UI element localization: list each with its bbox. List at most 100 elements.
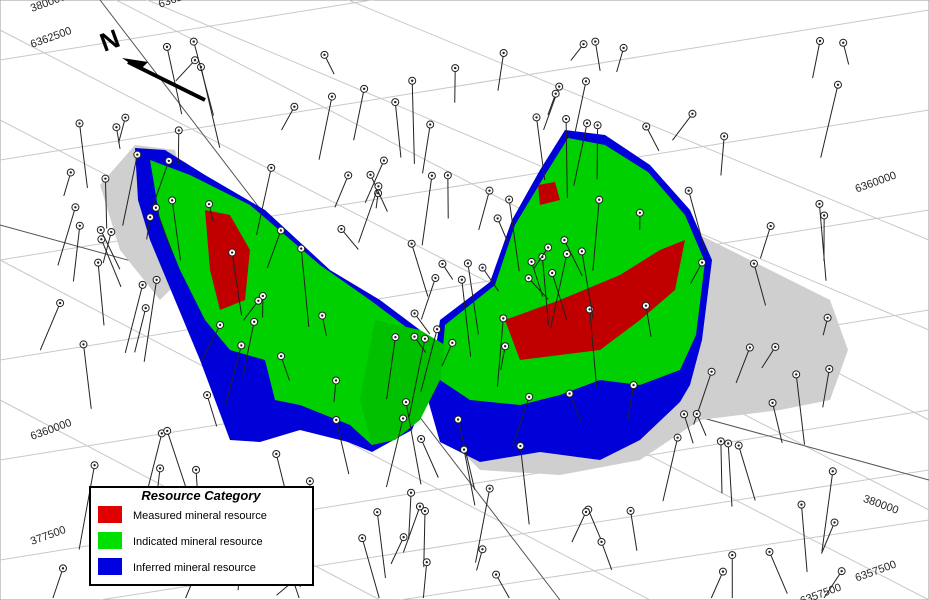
drill-collar-dot xyxy=(818,202,821,206)
drill-collar-dot xyxy=(279,229,283,232)
drill-trace xyxy=(441,342,453,367)
drill-trace xyxy=(361,537,380,599)
drill-collar-dot xyxy=(558,85,561,88)
drill-trace xyxy=(166,46,183,115)
drill-trace xyxy=(457,419,476,490)
drill-trace xyxy=(411,243,429,297)
drill-collar-dot xyxy=(194,468,198,472)
drill-trace xyxy=(683,414,694,444)
drill-collar-dot xyxy=(361,536,364,540)
drill-collar-dot xyxy=(193,58,197,62)
drill-collar-dot xyxy=(257,299,260,302)
drill-trace xyxy=(364,160,385,204)
drill-trace xyxy=(512,396,530,447)
drill-trace xyxy=(495,574,510,599)
drill-trace xyxy=(358,186,379,243)
drill-collar-dot xyxy=(682,413,686,416)
drill-collar-dot xyxy=(96,261,100,264)
drill-trace xyxy=(616,47,625,73)
drill-collar-dot xyxy=(293,105,296,108)
drill-collar-dot xyxy=(645,125,648,128)
drill-collar-dot xyxy=(410,242,413,245)
drill-trace xyxy=(414,313,431,335)
drill-trace xyxy=(541,256,549,326)
drill-collar-dot xyxy=(69,171,72,174)
drill-collar-dot xyxy=(454,66,457,70)
drill-trace xyxy=(497,218,510,245)
drill-collar-dot xyxy=(177,129,180,132)
drill-trace xyxy=(423,511,426,568)
drill-collar-dot xyxy=(700,261,704,264)
drill-collar-dot xyxy=(167,159,171,163)
drill-collar-dot xyxy=(362,87,366,91)
drill-trace xyxy=(727,443,733,507)
legend-swatch xyxy=(98,532,122,549)
drill-trace xyxy=(370,174,388,212)
drill-trace xyxy=(206,394,218,427)
drill-collar-dot xyxy=(594,40,597,43)
drill-trace xyxy=(761,346,776,369)
drill-collar-dot xyxy=(632,383,635,387)
drill-collar-dot xyxy=(334,379,338,382)
drill-collar-dot xyxy=(148,215,152,219)
drill-collar-dot xyxy=(585,122,589,125)
drill-collar-dot xyxy=(818,39,822,43)
drill-trace xyxy=(225,345,242,404)
legend: Resource Category Measured mineral resou… xyxy=(89,486,314,586)
drill-collar-dot xyxy=(99,228,102,232)
drill-collar-dot xyxy=(768,550,771,554)
drill-collar-dot xyxy=(166,429,169,433)
drill-trace xyxy=(478,190,490,230)
drill-trace xyxy=(772,402,783,444)
drill-collar-dot xyxy=(527,277,530,280)
drill-trace xyxy=(720,136,725,176)
drill-trace xyxy=(536,117,546,181)
drill-collar-dot xyxy=(428,123,432,126)
drill-collar-dot xyxy=(404,400,408,404)
drill-trace xyxy=(118,117,126,144)
drill-trace xyxy=(408,338,426,417)
drill-trace xyxy=(822,368,830,408)
drill-collar-dot xyxy=(564,117,568,121)
drill-trace xyxy=(500,346,506,371)
drill-collar-dot xyxy=(600,540,603,544)
drill-trace xyxy=(630,510,638,551)
drill-collar-dot xyxy=(430,174,434,177)
drill-trace xyxy=(589,309,598,388)
drill-collar-dot xyxy=(774,345,777,349)
legend-swatch xyxy=(98,506,122,523)
drill-trace xyxy=(408,492,412,540)
drill-trace xyxy=(78,465,96,550)
drill-collar-dot xyxy=(676,436,679,439)
drill-collar-dot xyxy=(377,185,380,188)
drill-collar-dot xyxy=(554,92,557,95)
drill-collar-dot xyxy=(584,510,588,514)
drill-collar-dot xyxy=(752,262,756,265)
drill-trace xyxy=(100,239,122,288)
drill-trace xyxy=(565,119,568,198)
drill-collar-dot xyxy=(568,392,571,395)
drill-collar-dot xyxy=(136,153,139,156)
drill-trace xyxy=(390,536,405,565)
drill-collar-dot xyxy=(58,301,62,305)
drill-trace xyxy=(57,207,76,266)
drill-collar-dot xyxy=(565,252,569,256)
drill-collar-dot xyxy=(230,251,234,254)
drill-trace xyxy=(72,225,81,282)
drill-collar-dot xyxy=(494,573,498,576)
drill-collar-dot xyxy=(394,100,397,104)
drill-trace xyxy=(281,106,295,131)
drill-collar-dot xyxy=(93,464,96,467)
drill-collar-dot xyxy=(503,345,507,348)
drill-trace xyxy=(769,551,788,594)
drill-trace xyxy=(175,59,196,82)
drill-trace xyxy=(421,175,433,246)
drill-trace xyxy=(573,123,588,186)
drill-trace xyxy=(420,329,438,392)
drill-trace xyxy=(420,277,436,320)
drill-trace xyxy=(571,511,587,543)
drill-collar-dot xyxy=(451,341,454,345)
drill-trace xyxy=(735,347,751,384)
drill-collar-dot xyxy=(822,214,826,217)
drill-collar-dot xyxy=(460,278,463,281)
